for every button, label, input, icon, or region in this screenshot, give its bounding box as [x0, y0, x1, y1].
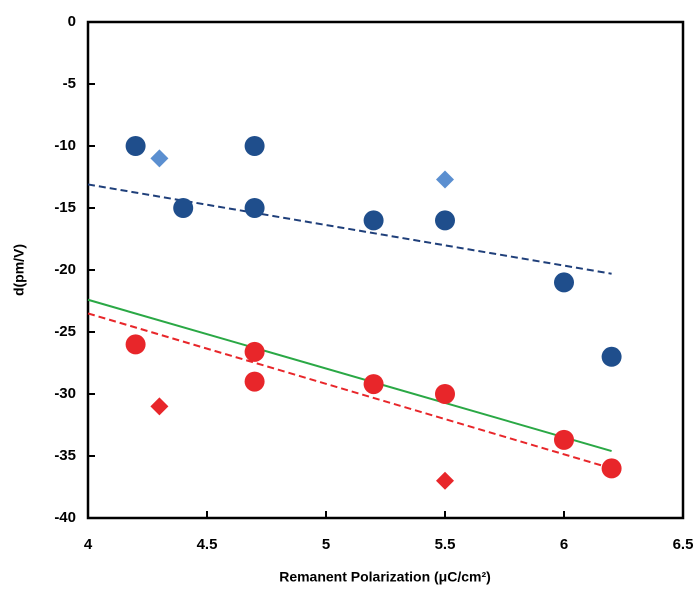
- y-tick-label: -10: [54, 137, 76, 154]
- circle-marker: [173, 198, 194, 218]
- circle-marker: [125, 334, 146, 355]
- diamond-marker: [150, 397, 169, 416]
- circle-marker: [435, 210, 455, 231]
- circle-marker: [601, 346, 622, 367]
- y-tick-label: -30: [54, 385, 76, 402]
- circle-marker: [244, 136, 265, 156]
- y-tick-label: -15: [54, 199, 76, 216]
- circle-marker: [244, 198, 265, 218]
- x-tick-label: 5: [322, 536, 330, 553]
- x-tick-label: 6: [560, 536, 568, 553]
- y-tick-label: 0: [68, 13, 76, 30]
- x-tick-label: 6.5: [673, 536, 694, 553]
- circle-marker: [554, 429, 574, 450]
- circle-marker: [554, 272, 574, 293]
- circle-marker: [435, 384, 455, 404]
- trend-line: [87, 312, 612, 470]
- x-tick-label: 4: [84, 536, 93, 553]
- circle-marker: [601, 458, 622, 479]
- y-axis-title: d(pm/V): [11, 244, 27, 296]
- circle-marker: [363, 374, 384, 395]
- y-tick-label: -25: [54, 323, 76, 340]
- x-tick-label: 5.5: [435, 536, 456, 553]
- plot-frame: [86, 20, 685, 520]
- circle-marker: [244, 371, 265, 392]
- diamond-marker: [150, 149, 169, 168]
- diamond-marker: [436, 170, 454, 189]
- diamond-marker: [436, 471, 454, 490]
- y-tick-label: -40: [54, 509, 76, 526]
- x-axis-title: Remanent Polarization (μC/cm²): [279, 569, 491, 585]
- x-tick-label: 4.5: [197, 536, 218, 553]
- y-tick-label: -20: [54, 261, 76, 278]
- y-tick-label: -5: [63, 75, 76, 92]
- trend-line: [87, 183, 612, 275]
- circle-marker: [363, 210, 384, 231]
- circle-marker: [125, 136, 146, 156]
- y-tick-label: -35: [54, 447, 76, 464]
- trend-line: [87, 298, 612, 453]
- circle-marker: [244, 341, 265, 362]
